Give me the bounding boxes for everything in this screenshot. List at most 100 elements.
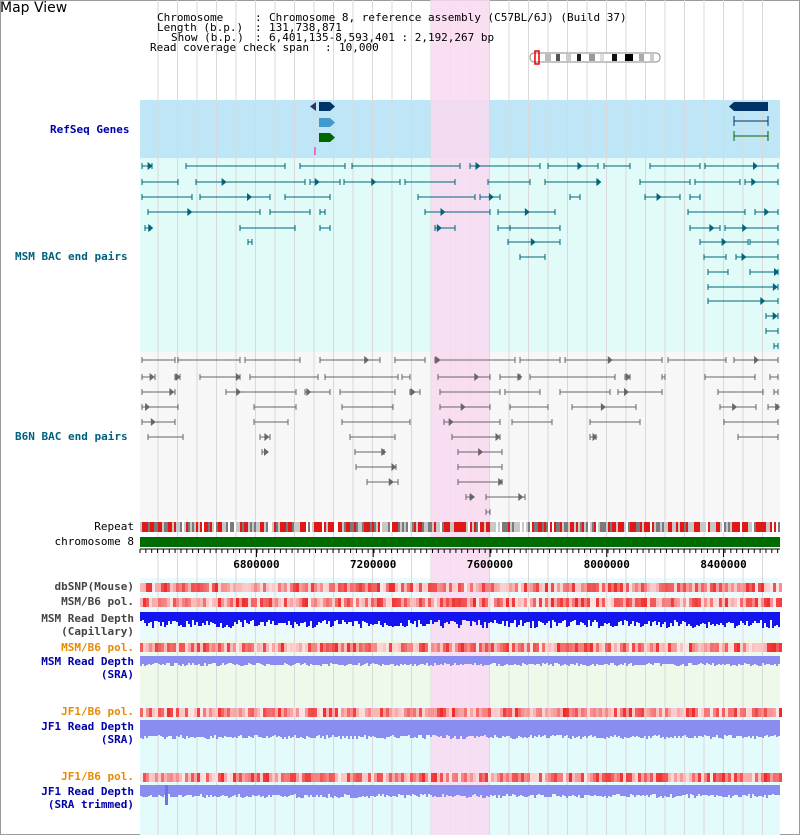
jf1-depth-trimmed-bar bbox=[220, 785, 222, 796]
msm-depth-sra-bar bbox=[772, 656, 774, 665]
jf1-b6-pol-heat-cell bbox=[398, 708, 401, 717]
jf1-b6-pol-trimmed-heat-cell bbox=[398, 773, 401, 782]
msm-b6-pol-heat-cell bbox=[572, 598, 575, 607]
msm-b6-pol-heat-cell bbox=[707, 598, 710, 607]
jf1-b6-pol-trimmed-heat-cell bbox=[527, 773, 530, 782]
repeat-element bbox=[214, 522, 216, 532]
jf1-depth-sra-bar bbox=[392, 720, 394, 735]
jf1-b6-pol-heat-cell bbox=[293, 708, 296, 717]
repeat-element bbox=[544, 522, 546, 532]
repeat-element bbox=[430, 522, 432, 532]
msm-b6-pol-heat-cell bbox=[590, 598, 593, 607]
jf1-depth-trimmed-bar bbox=[418, 785, 420, 797]
msm-depth-sra-bar bbox=[596, 656, 598, 664]
track-label-msm-bac[interactable]: MSM BAC end pairs bbox=[15, 250, 128, 263]
jf1-b6-pol-trimmed-heat-cell bbox=[446, 773, 449, 782]
repeat-element bbox=[302, 522, 304, 532]
track-label-b6n-bac[interactable]: B6N BAC end pairs bbox=[15, 430, 128, 443]
msm-depth-sra-bar bbox=[590, 656, 592, 665]
jf1-depth-sra-bar bbox=[454, 720, 456, 736]
jf1-depth-sra-bar bbox=[584, 720, 586, 736]
track-label-refseq[interactable]: RefSeq Genes bbox=[50, 123, 130, 136]
jf1-b6-pol-trimmed-heat-cell bbox=[488, 773, 491, 782]
msm-depth-capillary-bar bbox=[486, 612, 488, 628]
jf1-b6-pol-heat-cell bbox=[257, 708, 260, 717]
jf1-b6-pol-heat-cell bbox=[185, 708, 188, 717]
repeat-element bbox=[642, 522, 644, 532]
dbsnp-heat-cell bbox=[716, 583, 719, 592]
jf1-b6-pol-heat-cell bbox=[146, 708, 149, 717]
repeat-element bbox=[634, 522, 636, 532]
msm-depth-capillary-bar bbox=[740, 612, 742, 621]
jf1-depth-trimmed-bar bbox=[578, 785, 580, 795]
jf1-depth-sra-bar bbox=[210, 720, 212, 736]
repeat-element bbox=[352, 522, 354, 532]
msm-depth-capillary-bar bbox=[652, 612, 654, 622]
msm-depth-sra-bar bbox=[290, 656, 292, 666]
msm-depth-capillary-bar bbox=[664, 612, 666, 622]
jf1-depth-trimmed-bar bbox=[468, 785, 470, 797]
repeat-element bbox=[334, 522, 336, 532]
repeat-element bbox=[512, 522, 514, 532]
jf1-depth-trimmed-bar bbox=[712, 785, 714, 795]
dbsnp-heat-cell bbox=[449, 583, 452, 592]
jf1-b6-pol-trimmed-heat-cell bbox=[704, 773, 707, 782]
jf1-depth-trimmed-bar bbox=[484, 785, 486, 798]
msm-b6-pol-sra-heat-cell bbox=[677, 643, 680, 652]
repeat-element bbox=[458, 522, 460, 532]
msm-depth-sra-bar bbox=[314, 656, 316, 665]
jf1-depth-trimmed-bar bbox=[316, 785, 318, 795]
repeat-element bbox=[602, 522, 604, 532]
jf1-b6-pol-heat-cell bbox=[545, 708, 548, 717]
msm-b6-pol-heat-cell bbox=[650, 598, 653, 607]
jf1-depth-sra-bar bbox=[608, 720, 610, 738]
jf1-b6-pol-heat-cell bbox=[386, 708, 389, 717]
jf1-depth-sra-bar bbox=[358, 720, 360, 736]
repeat-element bbox=[726, 522, 728, 532]
msm-depth-capillary-bar bbox=[514, 612, 516, 620]
jf1-depth-sra-bar bbox=[654, 720, 656, 735]
jf1-b6-pol-trimmed-heat-cell bbox=[167, 773, 170, 782]
msm-depth-capillary-bar bbox=[454, 612, 456, 622]
jf1-depth-trimmed-bar bbox=[562, 785, 564, 795]
msm-b6-pol-heat-cell bbox=[686, 598, 689, 607]
repeat-element bbox=[486, 522, 488, 532]
jf1-b6-pol-trimmed-heat-cell bbox=[734, 773, 737, 782]
jf1-depth-sra-bar bbox=[424, 720, 426, 739]
dbsnp-heat-cell bbox=[320, 583, 323, 592]
msm-b6-pol-heat-cell bbox=[551, 598, 554, 607]
jf1-b6-pol-trimmed-heat-cell bbox=[320, 773, 323, 782]
msm-depth-sra-bar bbox=[646, 656, 648, 664]
msm-b6-pol-heat-cell bbox=[257, 598, 260, 607]
repeat-element bbox=[586, 522, 588, 532]
jf1-b6-pol-trimmed-heat-cell bbox=[635, 773, 638, 782]
msm-depth-sra-bar bbox=[188, 656, 190, 663]
dbsnp-heat-cell bbox=[779, 583, 782, 592]
dbsnp-heat-cell bbox=[350, 583, 353, 592]
jf1-b6-pol-trimmed-heat-cell bbox=[188, 773, 191, 782]
msm-depth-capillary-bar bbox=[464, 612, 466, 620]
jf1-depth-sra-bar bbox=[480, 720, 482, 736]
dbsnp-heat-cell bbox=[269, 583, 272, 592]
coverage-sep: : bbox=[325, 41, 339, 54]
jf1-depth-sra-bar bbox=[540, 720, 542, 737]
jf1-depth-trimmed-bar bbox=[442, 785, 444, 794]
msm-depth-capillary-bar bbox=[508, 612, 510, 627]
msm-b6-pol-heat-cell bbox=[701, 598, 704, 607]
msm-depth-sra-bar bbox=[148, 656, 150, 664]
msm-depth-sra-bar bbox=[262, 656, 264, 665]
msm-depth-sra-bar bbox=[564, 656, 566, 664]
jf1-depth-sra-bar bbox=[604, 720, 606, 739]
msm-b6-pol-sra-heat-cell bbox=[728, 643, 731, 652]
dbsnp-heat-cell bbox=[542, 583, 545, 592]
jf1-depth-sra-bar bbox=[238, 720, 240, 736]
track-label-jf1-depth-trimmed-sub: (SRA trimmed) bbox=[47, 798, 134, 811]
msm-depth-sra-bar bbox=[750, 656, 752, 666]
jf1-b6-pol-trimmed-heat-cell bbox=[368, 773, 371, 782]
repeat-element bbox=[210, 522, 212, 532]
jf1-depth-trimmed-bar bbox=[474, 785, 476, 794]
repeat-element bbox=[432, 522, 434, 532]
dbsnp-heat-cell bbox=[164, 583, 167, 592]
jf1-depth-trimmed-bar bbox=[648, 785, 650, 797]
dbsnp-heat-cell bbox=[527, 583, 530, 592]
